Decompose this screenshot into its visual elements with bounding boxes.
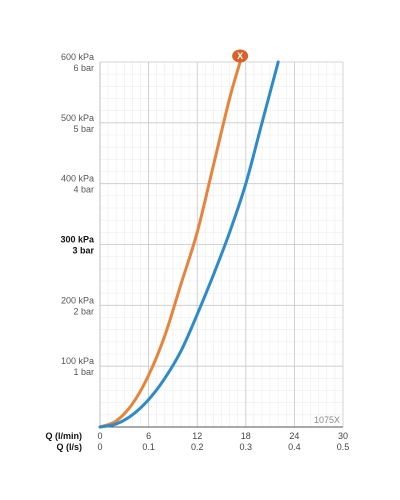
x-tick-label: 0.5 <box>337 442 350 452</box>
y-tick-label-kpa: 100 kPa <box>61 356 94 366</box>
series-line-2 <box>98 60 280 429</box>
x-tick-label: 0 <box>97 442 102 452</box>
logo-badge <box>232 49 249 63</box>
x-tick-label: 0.4 <box>288 442 301 452</box>
x-tick-label: 0 <box>97 431 102 441</box>
x-tick-label: 0.1 <box>142 442 155 452</box>
x-axis-name: Q (l/s) <box>56 442 82 452</box>
x-tick-label: 30 <box>338 431 348 441</box>
y-tick-label-kpa: 200 kPa <box>61 295 94 305</box>
x-tick-label: 0.2 <box>191 442 204 452</box>
hansgrohe-x-logo: X <box>232 49 249 63</box>
x-tick-label: 6 <box>146 431 151 441</box>
x-axis-name: Q (l/min) <box>46 431 83 441</box>
y-tick-label-bar: 4 bar <box>73 185 94 195</box>
x-tick-label: 24 <box>289 431 299 441</box>
y-tick-label-kpa: 500 kPa <box>61 113 94 123</box>
x-tick-label: 18 <box>241 431 251 441</box>
y-tick-label-bar: 2 bar <box>73 306 94 316</box>
y-tick-label-bar: 3 bar <box>72 246 94 256</box>
y-tick-label-kpa: 600 kPa <box>61 52 94 62</box>
logo-glyph: X <box>237 51 243 61</box>
y-tick-label-bar: 6 bar <box>73 63 94 73</box>
chart-curves: X <box>98 49 280 429</box>
x-tick-label: 12 <box>192 431 202 441</box>
chart-grid <box>99 61 344 428</box>
y-tick-label-bar: 5 bar <box>73 124 94 134</box>
y-tick-label-kpa: 400 kPa <box>61 174 94 184</box>
series-line-1 <box>98 60 242 429</box>
y-tick-label-kpa: 300 kPa <box>60 235 95 245</box>
x-tick-label: 0.3 <box>240 442 253 452</box>
y-tick-label-bar: 1 bar <box>73 367 94 377</box>
model-watermark: 1075X <box>314 415 340 425</box>
